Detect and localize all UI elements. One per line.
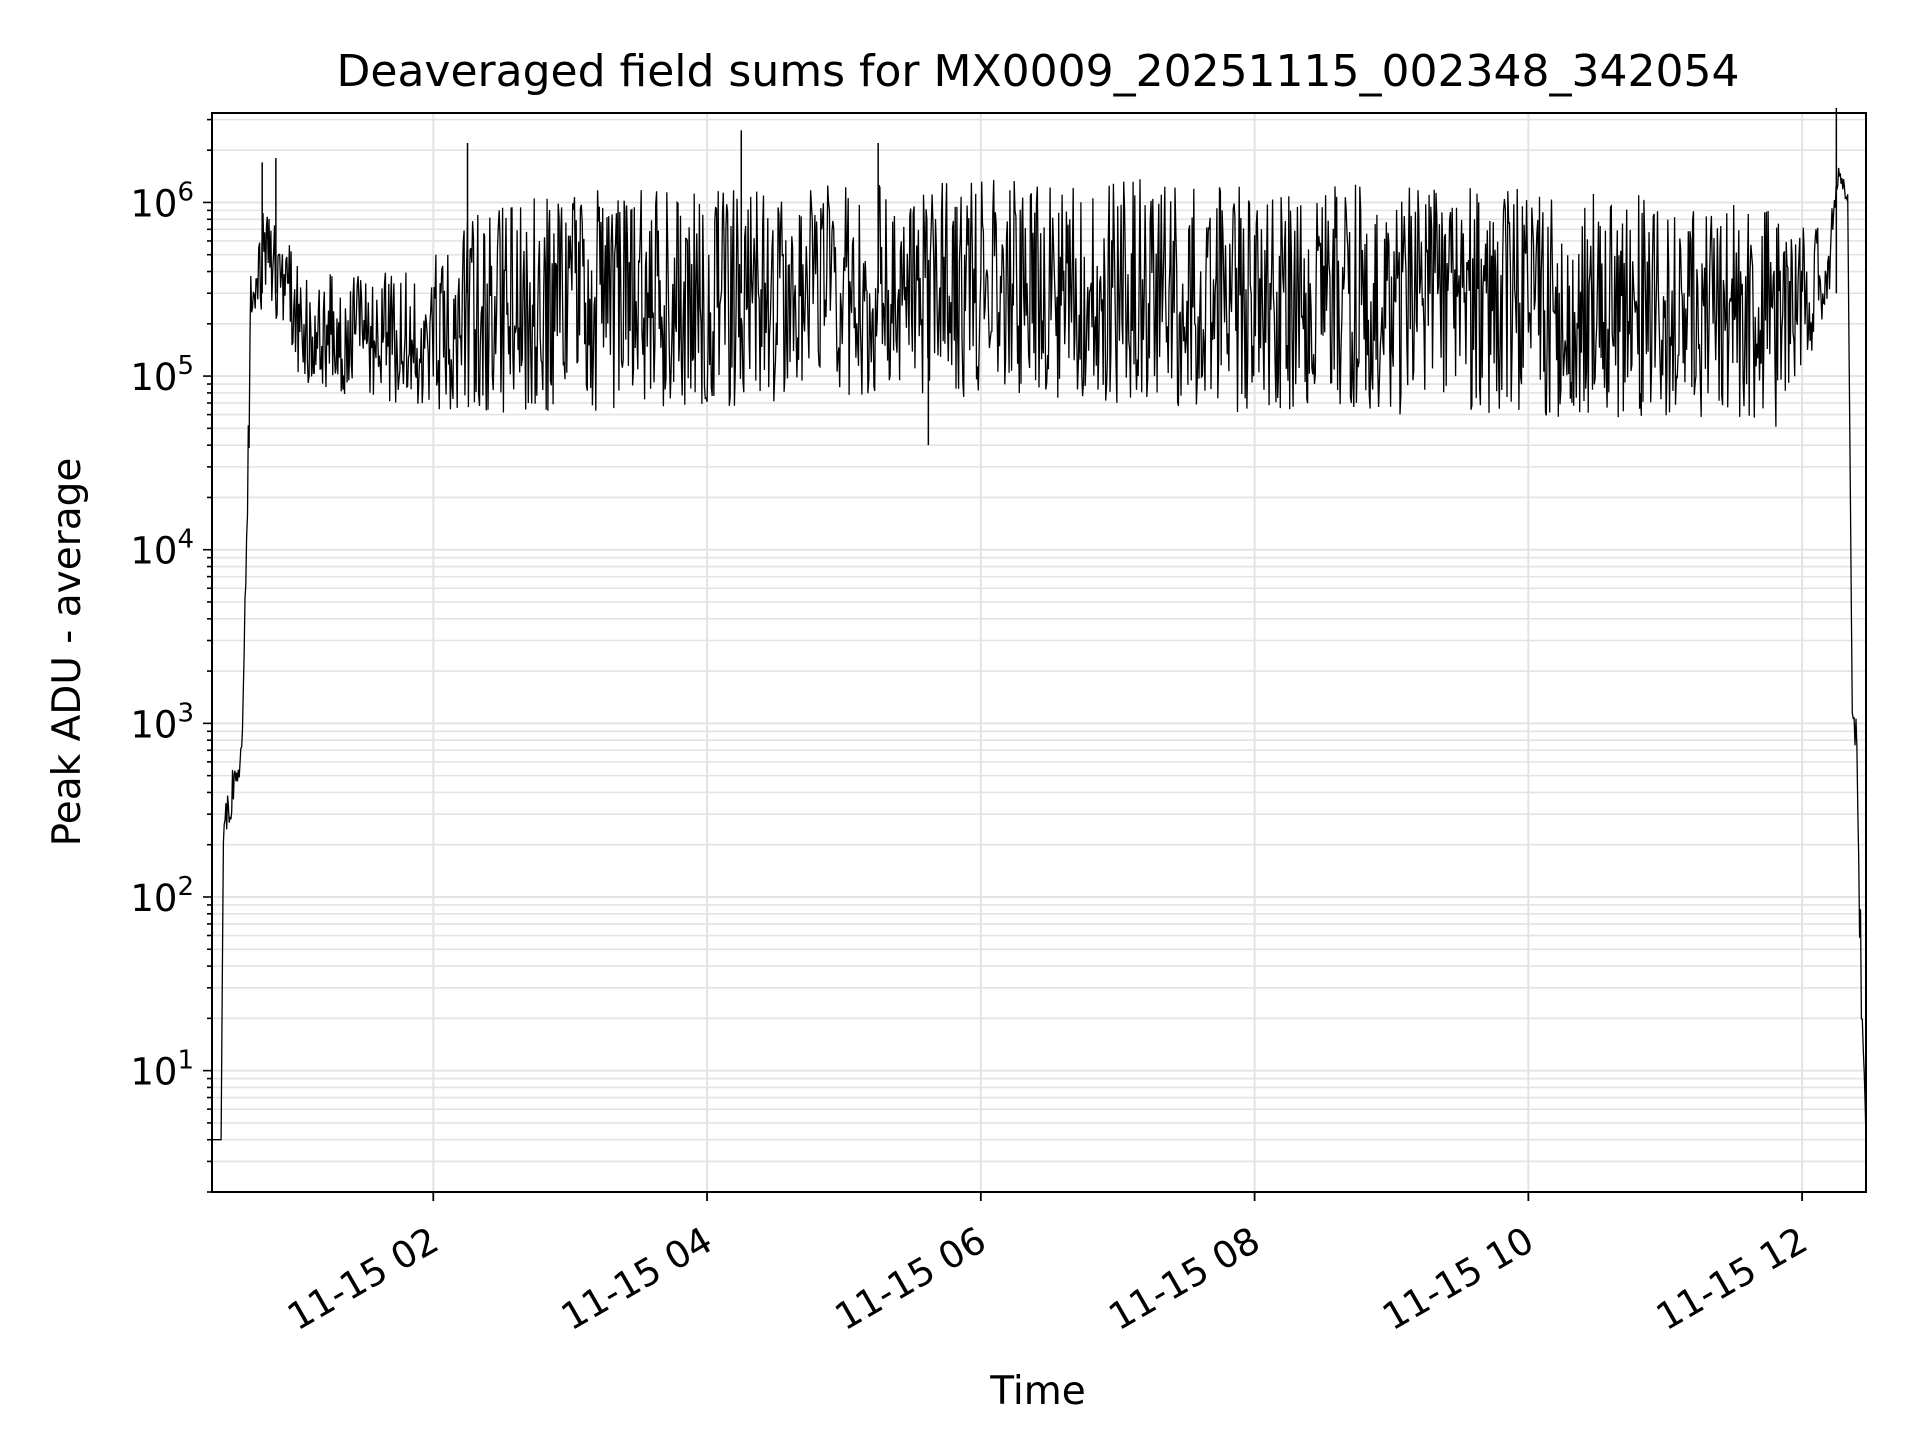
y-tick-label: 104: [130, 525, 194, 573]
plot-area: [212, 107, 1867, 1141]
series-line: [212, 167, 1867, 1141]
plot-frame: [211, 112, 1867, 1193]
x-axis-label: Time: [989, 1369, 1085, 1414]
chart-title: Deaveraged field sums for MX0009_2025111…: [337, 46, 1740, 97]
y-tick-label: 101: [130, 1046, 194, 1094]
y-tick-label: 102: [130, 872, 194, 920]
y-tick-label: 106: [130, 177, 194, 225]
y-tick-label: 105: [130, 351, 194, 399]
y-axis-label: Peak ADU - average: [45, 458, 90, 847]
y-tick-label: 103: [130, 698, 194, 746]
